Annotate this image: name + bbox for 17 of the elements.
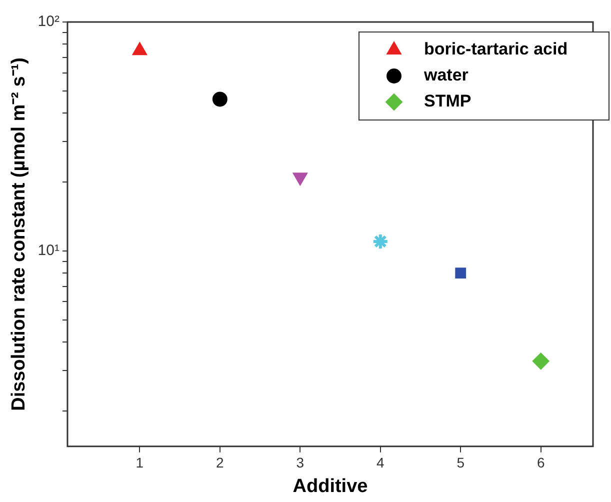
y-axis-title: Dissolution rate constant (µmol m⁻² s⁻¹)	[8, 58, 30, 411]
y-tick-label: 10¹	[38, 242, 60, 260]
x-axis-title: Additive	[292, 476, 368, 497]
point	[532, 352, 550, 370]
x-tick-label: 4	[376, 454, 384, 471]
x-tick-label: 3	[296, 454, 304, 471]
point	[455, 268, 466, 279]
point	[372, 232, 389, 250]
x-tick-label: 2	[216, 454, 224, 471]
legend-label: water	[423, 66, 469, 85]
point	[212, 92, 228, 107]
x-tick-label: 1	[136, 454, 144, 471]
y-tick-label: 10²	[38, 13, 60, 30]
x-tick-label: 6	[536, 454, 545, 471]
x-tick-label: 5	[456, 454, 465, 471]
legend-label: STMP	[424, 92, 472, 111]
legend-label: boric-tartaric acid	[424, 40, 568, 59]
